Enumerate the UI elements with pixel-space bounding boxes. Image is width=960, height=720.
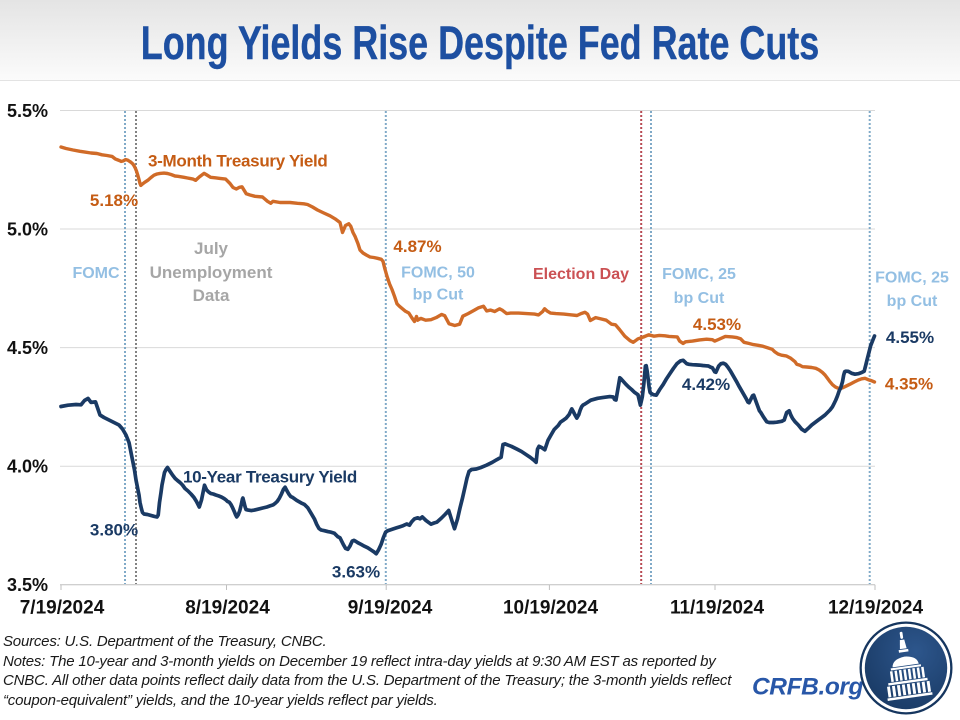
svg-text:5.18%: 5.18% xyxy=(90,191,138,210)
svg-text:5.5%: 5.5% xyxy=(7,101,48,121)
svg-text:3-Month Treasury Yield: 3-Month Treasury Yield xyxy=(148,152,328,171)
svg-text:4.53%: 4.53% xyxy=(693,315,741,334)
svg-text:bp Cut: bp Cut xyxy=(674,290,725,307)
svg-text:Election Day: Election Day xyxy=(533,266,629,283)
svg-text:July: July xyxy=(194,239,229,258)
svg-text:9/19/2024: 9/19/2024 xyxy=(348,598,433,619)
svg-text:3.80%: 3.80% xyxy=(90,521,138,540)
svg-text:4.55%: 4.55% xyxy=(886,328,934,347)
svg-text:4.87%: 4.87% xyxy=(393,237,441,256)
svg-text:5.0%: 5.0% xyxy=(7,220,48,240)
svg-text:8/19/2024: 8/19/2024 xyxy=(185,598,270,619)
svg-text:Unemployment: Unemployment xyxy=(150,263,273,282)
svg-text:12/19/2024: 12/19/2024 xyxy=(828,598,924,619)
svg-text:10-Year Treasury Yield: 10-Year Treasury Yield xyxy=(183,468,357,487)
svg-text:bp Cut: bp Cut xyxy=(887,293,938,310)
svg-text:FOMC, 25: FOMC, 25 xyxy=(875,270,949,287)
svg-text:FOMC, 25: FOMC, 25 xyxy=(662,266,736,283)
svg-text:10/19/2024: 10/19/2024 xyxy=(503,598,599,619)
svg-text:bp Cut: bp Cut xyxy=(413,287,464,304)
svg-text:FOMC, 50: FOMC, 50 xyxy=(401,265,475,282)
svg-text:4.35%: 4.35% xyxy=(885,375,933,394)
svg-text:4.0%: 4.0% xyxy=(7,457,48,477)
svg-text:3.63%: 3.63% xyxy=(332,563,380,582)
svg-text:3.5%: 3.5% xyxy=(7,575,48,595)
svg-text:4.42%: 4.42% xyxy=(682,375,730,394)
svg-text:FOMC: FOMC xyxy=(72,265,120,282)
svg-text:Data: Data xyxy=(193,286,230,305)
svg-text:4.5%: 4.5% xyxy=(7,338,48,358)
svg-text:11/19/2024: 11/19/2024 xyxy=(670,598,764,619)
svg-text:CRFB.org: CRFB.org xyxy=(752,674,864,701)
svg-text:7/19/2024: 7/19/2024 xyxy=(20,598,105,619)
